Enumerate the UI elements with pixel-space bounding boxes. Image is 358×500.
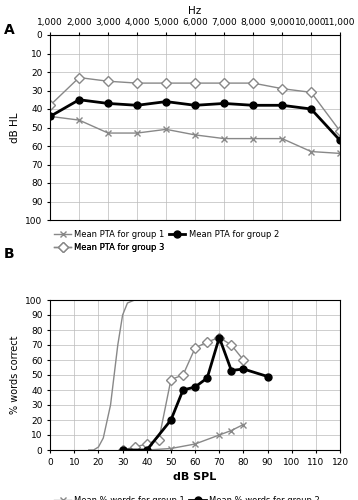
- Mean PTA for group 2: [135, 102, 139, 108]
- Line: Mean PTA for group 2: Mean PTA for group 2: [47, 96, 344, 144]
- Mean PTA for group 2: [48, 114, 52, 119]
- Mean PTA for group 3: [309, 90, 313, 96]
- Mean % words for group 2: [266, 374, 270, 380]
- Mean PTA for group 1: [164, 126, 168, 132]
- Mean % words for group 1: [120, 447, 125, 453]
- Mean % words for group 2: [145, 447, 149, 453]
- Mean % words for group 3: [132, 444, 137, 450]
- Mean % words for group 2: [120, 447, 125, 453]
- Mean PTA for group 3: [251, 80, 255, 86]
- Mean % words for group 3: [241, 357, 246, 363]
- Mean % words for group 1: [169, 446, 173, 452]
- Mean PTA for group 2: [193, 102, 197, 108]
- Text: B: B: [4, 248, 14, 262]
- Mean PTA for group 3: [164, 80, 168, 86]
- Mean PTA for group 1: [106, 130, 110, 136]
- Mean PTA for group 1: [48, 114, 52, 119]
- Mean PTA for group 2: [309, 106, 313, 112]
- Y-axis label: dB HL: dB HL: [10, 112, 20, 143]
- Line: Mean % words for group 1: Mean % words for group 1: [119, 421, 247, 454]
- Mean PTA for group 2: [280, 102, 284, 108]
- Line: Mean PTA for group 1: Mean PTA for group 1: [47, 113, 344, 157]
- Mean PTA for group 3: [77, 74, 81, 80]
- Line: Mean PTA for group 3: Mean PTA for group 3: [47, 74, 344, 134]
- Mean PTA for group 1: [222, 136, 226, 141]
- Legend: Mean PTA for group 3: Mean PTA for group 3: [54, 242, 165, 252]
- Mean % words for group 3: [120, 447, 125, 453]
- Mean PTA for group 3: [193, 80, 197, 86]
- Mean % words for group 2: [241, 366, 246, 372]
- Line: Mean % words for group 3: Mean % words for group 3: [119, 334, 247, 454]
- Mean % words for group 2: [205, 375, 209, 381]
- Mean PTA for group 1: [135, 130, 139, 136]
- Mean PTA for group 3: [135, 80, 139, 86]
- Mean PTA for group 2: [222, 100, 226, 106]
- Mean % words for group 2: [193, 384, 197, 390]
- Mean PTA for group 2: [338, 138, 342, 143]
- Title: Hz: Hz: [188, 6, 202, 16]
- Mean % words for group 1: [229, 428, 233, 434]
- Mean PTA for group 2: [164, 98, 168, 104]
- Mean % words for group 3: [145, 441, 149, 447]
- Mean % words for group 3: [217, 334, 221, 340]
- Mean PTA for group 2: [251, 102, 255, 108]
- Mean % words for group 3: [157, 436, 161, 442]
- Mean PTA for group 2: [106, 100, 110, 106]
- Mean % words for group 1: [217, 432, 221, 438]
- X-axis label: dB SPL: dB SPL: [174, 472, 217, 482]
- Y-axis label: % words correct: % words correct: [10, 336, 20, 414]
- Mean % words for group 2: [229, 368, 233, 374]
- Mean % words for group 3: [205, 339, 209, 345]
- Mean PTA for group 3: [280, 86, 284, 91]
- Mean PTA for group 2: [77, 97, 81, 103]
- Mean % words for group 1: [193, 441, 197, 447]
- Mean PTA for group 3: [338, 128, 342, 134]
- Mean PTA for group 1: [338, 150, 342, 156]
- Mean % words for group 3: [169, 376, 173, 382]
- Mean % words for group 1: [241, 422, 246, 428]
- Text: A: A: [4, 22, 14, 36]
- Mean PTA for group 3: [222, 80, 226, 86]
- Mean PTA for group 1: [193, 132, 197, 138]
- Mean % words for group 2: [217, 334, 221, 340]
- Mean % words for group 2: [181, 387, 185, 393]
- Mean % words for group 2: [169, 417, 173, 423]
- Mean PTA for group 1: [77, 117, 81, 123]
- Mean % words for group 3: [181, 372, 185, 378]
- Mean PTA for group 3: [106, 78, 110, 84]
- Mean % words for group 3: [229, 342, 233, 348]
- Line: Mean % words for group 2: Mean % words for group 2: [119, 334, 271, 454]
- Mean PTA for group 1: [309, 148, 313, 154]
- Mean PTA for group 3: [48, 102, 52, 108]
- Mean % words for group 3: [193, 345, 197, 351]
- Mean PTA for group 1: [280, 136, 284, 141]
- Mean % words for group 1: [145, 447, 149, 453]
- Mean PTA for group 1: [251, 136, 255, 141]
